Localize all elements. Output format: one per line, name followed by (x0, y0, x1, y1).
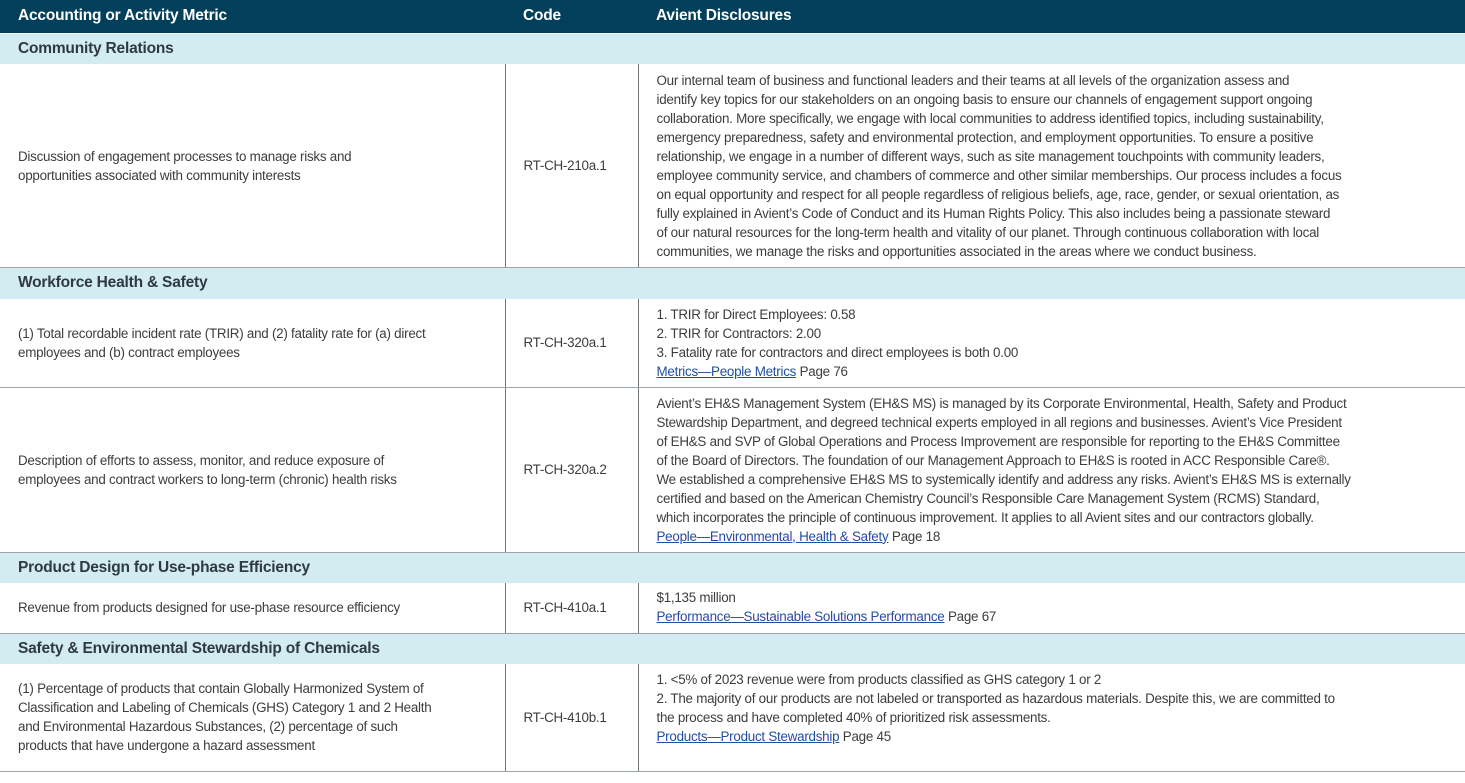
disclosure-cell: 1. TRIR for Direct Employees: 0.58 2. TRI… (638, 298, 1465, 388)
reference-page: Page 76 (799, 363, 848, 379)
code-cell: RT-CH-410b.1 (504, 664, 639, 772)
disclosure-line: fully explained in Avient’s Code of Cond… (656, 206, 1331, 221)
metric-cell: (1) Percentage of products that contain … (0, 664, 505, 772)
reference-page: Page 67 (947, 608, 997, 624)
section-title: Workforce Health & Safety (0, 267, 1465, 299)
disclosure-line: of the Board of Directors. The foundatio… (656, 452, 1330, 468)
disclosure-line: which incorporates the principle of cont… (656, 509, 1315, 525)
disclosure-line: Stewardship Department, and degreed tech… (656, 414, 1343, 430)
disclosure-line: of EH&S and SVP of Global Operations and… (656, 433, 1341, 449)
reference-link[interactable]: Products—Product Stewardship (656, 729, 840, 744)
reference-link[interactable]: Metrics—People Metrics (656, 363, 797, 379)
disclosure-line: certified and based on the American Chem… (656, 490, 1320, 506)
table-row: Description of efforts to assess, monito… (0, 387, 1465, 553)
disclosure-line: 3. Fatality rate for contractors and dir… (656, 344, 1019, 360)
table-row: Discussion of engagement processes to ma… (0, 64, 1465, 268)
disclosure-line: 2. TRIR for Contractors: 2.00 (656, 325, 822, 341)
code-cell: RT-CH-410a.1 (504, 583, 639, 634)
disclosure-line: collaboration. More specifically, we eng… (656, 111, 1324, 126)
metric-line: employees and (b) contract employees (18, 344, 240, 360)
metric-cell: Revenue from products designed for use-p… (0, 583, 505, 634)
header-metric: Accounting or Activity Metric (18, 7, 227, 25)
code-cell: RT-CH-320a.2 (504, 387, 639, 553)
disclosure-line: relationship, we engage in a number of d… (656, 149, 1325, 164)
metric-line: opportunities associated with community … (18, 167, 301, 183)
disclosure-line: emergency preparedness, safety and envir… (656, 130, 1314, 145)
disclosure-line: of our natural resources for the long-te… (656, 225, 1320, 240)
metric-line: Discussion of engagement processes to ma… (18, 148, 352, 164)
reference-link[interactable]: Performance—Sustainable Solutions Perfor… (656, 608, 945, 624)
table-body: Community Relations Discussion of engagem… (0, 32, 1465, 772)
disclosure-line: employee community service, and chambers… (656, 168, 1342, 183)
reference-page: Page 18 (891, 528, 941, 544)
metric-line: (1) Total recordable incident rate (TRIR… (18, 325, 426, 341)
metric-line: employees and contract workers to long-t… (18, 471, 397, 487)
disclosure-line: $1,135 million (656, 589, 736, 605)
disclosure-line: the process and have completed 40% of pr… (656, 710, 1051, 725)
section-title: Product Design for Use-phase Efficiency (0, 551, 1465, 583)
code-cell: RT-CH-210a.1 (504, 64, 639, 268)
table-row: (1) Total recordable incident rate (TRIR… (0, 298, 1465, 388)
reference: Performance—Sustainable Solutions Perfor… (657, 607, 1465, 626)
metric-cell: Discussion of engagement processes to ma… (0, 64, 505, 268)
table-row: Revenue from products designed for use-p… (0, 583, 1465, 634)
metric-line: Classification and Labeling of Chemicals… (18, 700, 432, 716)
disclosure-cell: Our internal team of business and functi… (638, 64, 1465, 268)
section-header-row: Safety & Environmental Stewardship of Ch… (0, 632, 1465, 664)
metric-line: (1) Percentage of products that contain … (18, 681, 424, 697)
disclosure-line: 1. TRIR for Direct Employees: 0.58 (656, 306, 856, 322)
metric-line: Revenue from products designed for use-p… (18, 600, 400, 616)
reference-link[interactable]: People—Environmental, Health & Safety (656, 528, 889, 544)
disclosure-line: identify key topics for our stakeholders… (656, 92, 1313, 107)
section-header-row: Workforce Health & Safety (0, 267, 1465, 299)
disclosure-line: on equal opportunity and respect for all… (656, 187, 1340, 202)
header-code: Code (523, 7, 561, 25)
section-header-row: Product Design for Use-phase Efficiency (0, 551, 1465, 583)
section-header-row: Community Relations (0, 32, 1465, 64)
disclosure-cell: $1,135 million Performance—Sustainable So… (638, 583, 1465, 634)
reference-page: Page 45 (842, 729, 891, 744)
table-row: (1) Percentage of products that contain … (0, 664, 1465, 772)
metric-line: Description of efforts to assess, monito… (18, 452, 385, 468)
code-cell: RT-CH-320a.1 (504, 298, 639, 388)
section-title: Safety & Environmental Stewardship of Ch… (0, 632, 1465, 664)
disclosure-line: We established a comprehensive EH&S MS t… (656, 471, 1351, 487)
disclosure-cell: Avient’s EH&S Management System (EH&S MS… (638, 387, 1465, 553)
metric-line: and Environmental Hazardous Substances, … (18, 719, 398, 735)
disclosure-line: communities, we manage the risks and opp… (656, 244, 1257, 259)
metric-line: products that have undergone a hazard as… (18, 738, 315, 754)
metric-cell: Description of efforts to assess, monito… (0, 387, 505, 553)
header-disclosures: Avient Disclosures (656, 7, 792, 25)
disclosure-line: 1. <5% of 2023 revenue were from product… (656, 672, 1102, 687)
disclosure-cell: 1. <5% of 2023 revenue were from product… (638, 664, 1465, 772)
reference: Metrics—People Metrics Page 76 (657, 362, 1465, 381)
reference: People—Environmental, Health & Safety Pa… (657, 527, 1465, 546)
section-title: Community Relations (0, 32, 1465, 64)
disclosure-line: Avient’s EH&S Management System (EH&S MS… (656, 395, 1347, 411)
metric-cell: (1) Total recordable incident rate (TRIR… (0, 298, 505, 388)
table-header: Accounting or Activity Metric Code Avien… (0, 0, 1465, 33)
reference: Products—Product Stewardship Page 45 (657, 727, 1465, 746)
disclosure-line: 2. The majority of our products are not … (656, 691, 1336, 706)
disclosure-line: Our internal team of business and functi… (656, 73, 1290, 88)
